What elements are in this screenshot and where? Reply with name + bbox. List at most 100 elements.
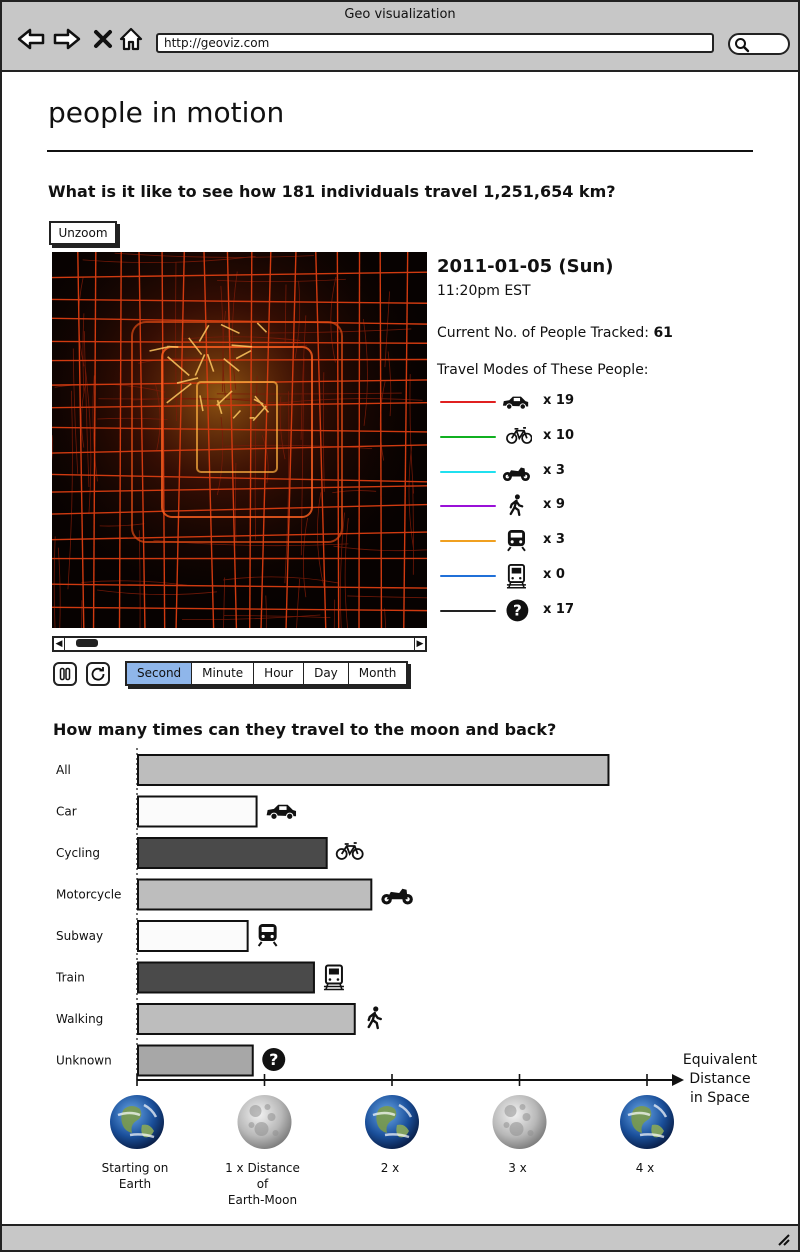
subway-icon [257,924,278,947]
svg-text:?: ? [269,1050,278,1069]
moon-icon [237,1095,292,1149]
tab-day[interactable]: Day [304,663,349,684]
people-tracked-value: 61 [653,325,673,341]
bar-cycling[interactable] [137,837,328,869]
bar-walking[interactable] [137,1003,356,1035]
browser-chrome: Geo visualization http://geoviz.com [0,0,800,72]
moon-question-heading: How many times can they travel to the mo… [53,720,557,739]
browser-viewport [0,72,800,1224]
question-heading: What is it like to see how 181 individua… [48,182,616,201]
car-icon [502,389,532,415]
earth-icon [110,1095,164,1149]
travel-mode-row: x 10 [440,424,640,450]
bar-category-label: Motorcycle [56,888,121,902]
mode-count: x 3 [543,462,565,478]
train-icon [323,964,344,991]
replay-icon [91,667,105,681]
bar-subway[interactable] [137,920,249,952]
url-input[interactable]: http://geoviz.com [156,33,714,53]
bar-car[interactable] [137,795,258,828]
mode-count: x 17 [543,601,575,617]
back-arrow-icon[interactable] [16,24,46,54]
mode-color-line [440,540,496,543]
mode-color-line [440,575,496,577]
home-icon[interactable] [116,24,146,54]
earth-icon [620,1095,674,1149]
trajectory-map[interactable] [52,252,427,628]
bar-train[interactable] [137,961,315,994]
motorcycle-icon [381,888,413,905]
scroll-right-icon[interactable]: ▶ [414,638,425,650]
car-icon [266,804,297,820]
travel-mode-row: x 9 [440,493,640,519]
x-tick-label: 1 x Distance of Earth-Moon [225,1161,300,1207]
x-tick-label: 3 x [508,1161,527,1175]
x-axis-arrow-icon [672,1074,684,1086]
travel-mode-row: x 0 [440,563,640,589]
mode-color-line [440,470,496,473]
train-icon [502,563,532,589]
replay-button[interactable] [86,662,110,686]
x-axis-label: Equivalent Distance in Space [683,1052,758,1106]
motorcycle-icon [502,459,532,485]
mode-count: x 0 [543,567,565,582]
travel-mode-row: x 3 [440,528,640,554]
question-icon: ? [262,1048,286,1071]
moon-distance-chart: All Car Cycling Motorcycle Subway Train Walkin… [55,748,758,1207]
pause-button[interactable] [53,662,77,686]
forward-arrow-icon[interactable] [52,24,82,54]
mode-count: x 9 [543,497,565,513]
unzoom-button[interactable]: Unzoom [49,221,117,245]
search-field[interactable] [728,33,790,55]
bar-category-label: Subway [56,929,103,943]
travel-modes-label: Travel Modes of These People: [437,362,649,378]
tab-second[interactable]: Second [127,663,193,684]
bar-all[interactable] [137,754,610,786]
stop-icon[interactable] [88,24,118,54]
window-title: Geo visualization [344,7,456,22]
tab-minute[interactable]: Minute [192,663,255,684]
bar-category-label: Car [56,805,77,819]
travel-mode-row: ? x 17 [440,598,640,624]
mode-color-line [440,401,496,403]
mode-color-line [440,505,496,508]
map-canvas [52,252,427,628]
bar-category-label: Cycling [56,846,100,860]
scroll-left-icon[interactable]: ◀ [54,638,65,650]
earth-icon [365,1095,419,1149]
bar-category-label: Unknown [56,1054,112,1068]
time-resolution-tabs: Second Minute Hour Day Month [125,661,409,686]
svg-text:?: ? [513,601,522,619]
resize-grip-icon[interactable] [776,1232,790,1246]
travel-mode-row: x 3 [440,459,640,485]
subway-icon [502,528,532,554]
bar-motorcycle[interactable] [137,878,373,911]
scroll-thumb[interactable] [75,639,98,647]
search-icon [735,38,750,53]
mode-color-line [440,609,496,612]
people-tracked: Current No. of People Tracked: 61 [437,325,673,341]
status-bar [0,1224,800,1252]
moon-icon [492,1095,547,1149]
bar-unknown[interactable] [137,1044,254,1077]
x-tick-label: 2 x [381,1161,400,1175]
bicycle-icon [502,424,532,450]
mode-color-line [440,435,496,438]
bar-category-label: Walking [56,1012,103,1026]
walking-icon [502,493,532,519]
mode-count: x 10 [543,427,575,443]
bicycle-icon [335,842,364,860]
bar-category-label: Train [55,971,85,985]
tab-month[interactable]: Month [358,666,397,680]
mode-count: x 19 [543,393,575,408]
current-time: 11:20pm EST [437,283,531,299]
timeline-scrollbar[interactable]: ◀ ▶ [52,636,427,652]
x-tick-label: Starting on Earth [102,1161,169,1191]
travel-mode-row: x 19 [440,389,640,415]
tab-hour[interactable]: Hour [254,663,305,684]
title-divider [47,150,753,152]
question-icon: ? [502,598,532,624]
walking-icon [367,1006,382,1030]
people-tracked-label: Current No. of People Tracked: [437,325,649,341]
current-date: 2011-01-05 (Sun) [437,256,614,277]
